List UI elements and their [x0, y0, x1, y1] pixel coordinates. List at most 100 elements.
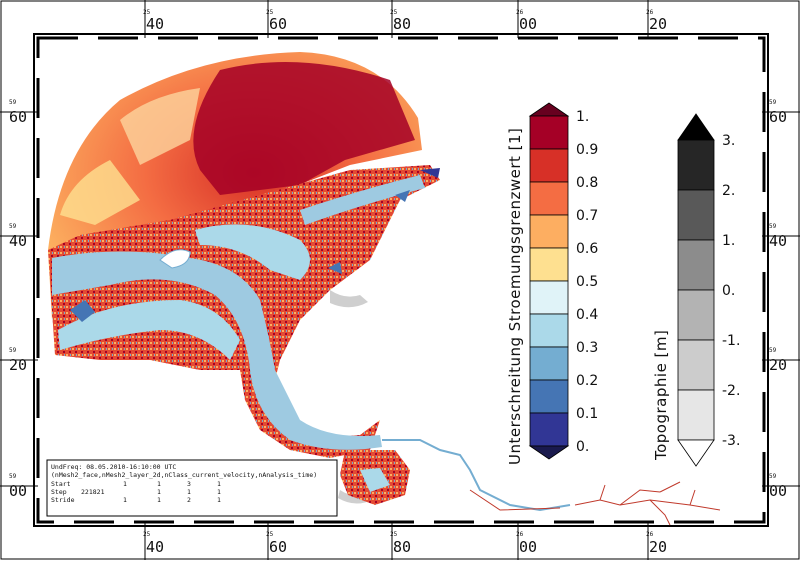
- topo-colorbar-tick-label: -3.: [722, 433, 740, 449]
- topo-colorbar-segment: [677, 339, 715, 391]
- tick-label: 40: [9, 232, 27, 250]
- colorbar-tick-label: 0.2: [576, 373, 598, 389]
- topo-colorbar-segment: [677, 139, 715, 191]
- svg-text:1: 1: [157, 480, 161, 488]
- colorbar-segment: [529, 412, 569, 447]
- colorbar-tick-label: 0.4: [576, 307, 598, 323]
- tick-label-small: 26: [646, 9, 654, 16]
- topo-colorbar-segment: [677, 189, 715, 241]
- offshore-high-zone: [193, 62, 415, 195]
- tick-label: 60: [269, 538, 287, 556]
- topo-colorbar-segment: [677, 289, 715, 341]
- tick-label: 00: [9, 482, 27, 500]
- topo-under-triangle: [677, 439, 715, 467]
- colorbar-tick-label: 0.: [576, 439, 589, 455]
- bottom-axis-labels: 25 40 25 60 25 80 26 00 26 20: [143, 531, 667, 556]
- svg-text:2: 2: [187, 496, 191, 504]
- tick-label: 60: [769, 108, 787, 126]
- right-axis-labels: 59 60 59 40 59 20 59 00: [769, 99, 787, 500]
- velocity-legend-title: Unterschreitung Stroemungsgrenzwert [1]: [506, 128, 524, 465]
- tick-label-small: 26: [516, 9, 524, 16]
- topo-colorbar-tick-label: 1.: [722, 233, 735, 249]
- colorbar-tick-label: 0.8: [576, 175, 598, 191]
- colorbar-under-triangle: [528, 445, 570, 460]
- tick-label-small: 59: [769, 223, 777, 230]
- tick-label: 80: [393, 15, 411, 33]
- svg-text:1: 1: [157, 488, 161, 496]
- info-dims: (nMesh2_face,nMesh2_layer_2d,nClass_curr…: [51, 471, 317, 479]
- tick-label: 20: [769, 356, 787, 374]
- tick-label-small: 59: [9, 99, 17, 106]
- topo-over-triangle: [677, 113, 715, 141]
- tick-label: 00: [519, 15, 537, 33]
- svg-text:1: 1: [123, 480, 127, 488]
- tributaries: [574, 481, 721, 526]
- info-row-label: Stride: [51, 496, 75, 504]
- svg-text:221821: 221821: [81, 488, 105, 496]
- tick-label-small: 26: [646, 531, 654, 538]
- tick-label: 20: [9, 356, 27, 374]
- velocity-colorbar: 1. 0.9 0.8 0.7 0.6 0.5 0.4 0.3 0.2 0.1 0. Untersch…: [506, 102, 598, 465]
- colorbar-segment: [529, 115, 569, 150]
- colorbar-over-triangle: [528, 102, 570, 117]
- tick-label: 20: [649, 538, 667, 556]
- left-axis-labels: 59 60 59 40 59 20 59 00: [9, 99, 27, 500]
- tick-label-small: 25: [390, 531, 398, 538]
- tick-label-small: 59: [769, 347, 777, 354]
- estuary-map: [48, 52, 721, 526]
- tick-label: 80: [393, 538, 411, 556]
- tick-label: 40: [146, 15, 164, 33]
- colorbar-segment: [529, 181, 569, 216]
- tick-label-small: 25: [266, 9, 274, 16]
- colorbar-segment: [529, 148, 569, 183]
- tick-label-small: 59: [9, 223, 17, 230]
- svg-text:1: 1: [217, 480, 221, 488]
- topo-colorbar-segment: [677, 389, 715, 441]
- topo-colorbar-tick-label: -1.: [722, 333, 740, 349]
- info-row-label: Start: [51, 480, 71, 488]
- colorbar-segment: [529, 346, 569, 381]
- tick-label: 00: [769, 482, 787, 500]
- svg-text:1: 1: [157, 496, 161, 504]
- colorbar-segment: [529, 313, 569, 348]
- tick-label-small: 59: [9, 347, 17, 354]
- svg-text:3: 3: [187, 480, 191, 488]
- info-box: UndFreq: 08.05.2010-16:10:00 UTC (nMesh2…: [46, 459, 338, 517]
- colorbar-tick-label: 0.6: [576, 241, 598, 257]
- svg-text:1: 1: [217, 488, 221, 496]
- colorbar-segment: [529, 247, 569, 282]
- river-channel: [382, 439, 571, 512]
- tick-label-small: 25: [143, 9, 151, 16]
- tick-label: 20: [649, 15, 667, 33]
- colorbar-segment: [529, 379, 569, 414]
- topography-colorbar: 3. 2. 1. 0. -1. -2. -3. Topographie [m]: [652, 113, 740, 467]
- svg-text:1: 1: [187, 488, 191, 496]
- info-title: UndFreq: 08.05.2010-16:10:00 UTC: [51, 463, 176, 471]
- tick-label: 40: [769, 232, 787, 250]
- colorbar-tick-label: 0.9: [576, 142, 598, 158]
- colorbar-segment: [529, 214, 569, 249]
- tick-label-small: 25: [266, 531, 274, 538]
- info-row-label: Step: [51, 488, 67, 496]
- colorbar-tick-label: 0.5: [576, 274, 598, 290]
- topo-colorbar-tick-label: 3.: [722, 133, 735, 149]
- svg-text:1: 1: [217, 496, 221, 504]
- colorbar-tick-label: 0.1: [576, 406, 598, 422]
- main-channel: [52, 251, 382, 450]
- land-fringe: [330, 290, 368, 308]
- tick-label: 60: [269, 15, 287, 33]
- topo-colorbar-segment: [677, 239, 715, 291]
- topo-colorbar-tick-label: 2.: [722, 183, 735, 199]
- colorbar-tick-label: 0.7: [576, 208, 598, 224]
- topo-legend-title: Topographie [m]: [652, 330, 670, 461]
- tick-label-small: 59: [9, 473, 17, 480]
- tick-label-small: 59: [769, 473, 777, 480]
- tick-label-small: 59: [769, 99, 777, 106]
- tick-label-small: 25: [390, 9, 398, 16]
- topo-colorbar-tick-label: -2.: [722, 383, 740, 399]
- colorbar-tick-label: 0.3: [576, 340, 598, 356]
- tick-label-small: 25: [143, 531, 151, 538]
